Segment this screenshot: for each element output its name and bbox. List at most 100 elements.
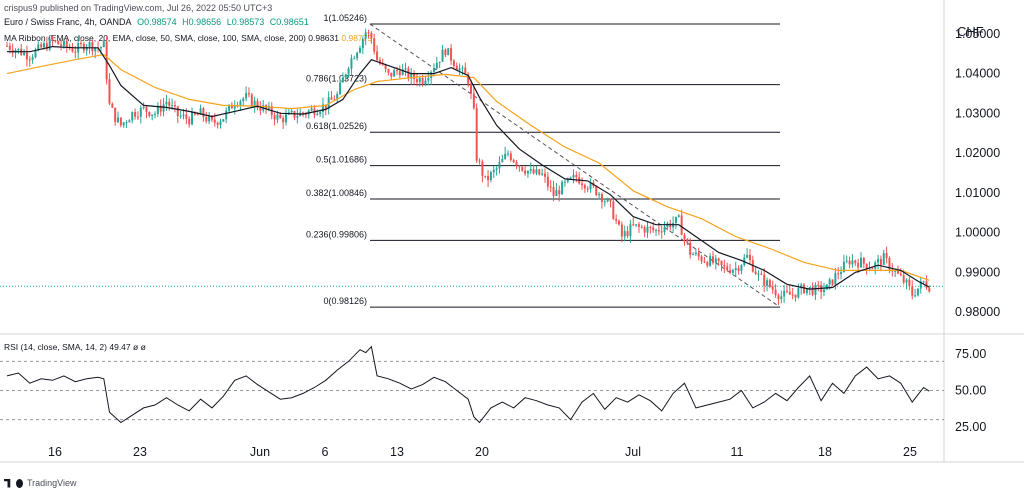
candle-body — [535, 169, 538, 174]
candle-body — [245, 93, 248, 99]
candle-body — [296, 116, 299, 118]
candle-body — [319, 111, 322, 114]
candle-body — [620, 224, 623, 237]
candle-body — [219, 121, 222, 125]
candle-body — [862, 257, 865, 264]
candle-body — [387, 69, 390, 73]
candle-body — [60, 44, 63, 46]
candle-body — [692, 254, 695, 256]
candle-body — [504, 153, 507, 159]
candle-body — [709, 256, 712, 266]
price-tick-label: 0.98000 — [955, 305, 1000, 319]
candle-body — [461, 67, 464, 69]
candle-body — [139, 107, 142, 117]
candle-body — [168, 101, 171, 106]
rsi-legend[interactable]: RSI (14, close, SMA, 14, 2) 49.47 ø ø — [4, 342, 146, 352]
candle-body — [125, 122, 128, 124]
candle-body — [65, 40, 68, 47]
candle-body — [154, 114, 157, 116]
candle-body — [834, 273, 837, 285]
footer-brand[interactable]: TradingView — [27, 478, 77, 488]
candle-body — [34, 49, 37, 58]
candle-body — [774, 289, 777, 296]
candle-body — [378, 60, 381, 64]
candle-body — [321, 104, 324, 112]
candle-body — [156, 105, 159, 115]
candle-body — [894, 270, 897, 272]
candle-body — [612, 201, 615, 220]
time-tick-label: 20 — [475, 445, 489, 459]
candle-body — [395, 70, 398, 72]
candle-body — [284, 114, 287, 123]
footer: TradingView — [4, 478, 77, 488]
price-tick-label: 1.05000 — [955, 27, 1000, 41]
candle-body — [48, 39, 51, 50]
candle-body — [467, 74, 470, 84]
candle-body — [489, 172, 492, 181]
candle-body — [700, 256, 703, 262]
candle-body — [279, 114, 282, 119]
candle-body — [45, 43, 48, 50]
candle-body — [62, 40, 65, 46]
candle-body — [583, 185, 586, 189]
candle-body — [54, 40, 57, 42]
candle-body — [512, 159, 515, 162]
candle-body — [316, 113, 319, 115]
candle-body — [737, 268, 740, 271]
candle-body — [40, 44, 43, 48]
candle-body — [623, 231, 626, 237]
candle-body — [572, 175, 575, 178]
fib-level-label: 0.5(1.01686) — [316, 155, 367, 165]
price-tick-label: 1.01000 — [955, 186, 1000, 200]
tradingview-logo-dot-icon — [16, 478, 23, 488]
symbol-name[interactable]: Euro / Swiss Franc, 4h, OANDA — [4, 17, 132, 27]
candle-body — [885, 253, 888, 258]
candle-body — [851, 260, 854, 265]
candle-body — [74, 51, 77, 53]
candle-body — [173, 105, 176, 107]
candle-body — [193, 112, 196, 115]
ma-ribbon-legend[interactable]: MA Ribbon (EMA, close, 20, EMA, close, 5… — [4, 33, 372, 43]
candle-body — [544, 173, 547, 177]
candle-body — [450, 48, 453, 61]
candle-body — [911, 286, 914, 296]
rsi-line — [6, 345, 930, 424]
candle-body — [871, 268, 874, 270]
candle-body — [196, 114, 199, 116]
candle-body — [185, 114, 188, 119]
candle-body — [210, 116, 213, 120]
candle-body — [868, 268, 871, 270]
rsi-tick-label: 25.00 — [955, 420, 986, 434]
candle-body — [538, 169, 541, 175]
candle-body — [421, 78, 424, 85]
candle-body — [541, 173, 544, 175]
candle-body — [452, 60, 455, 66]
candle-body — [71, 48, 74, 52]
candle-body — [785, 290, 788, 292]
candle-body — [603, 201, 606, 203]
candle-body — [356, 52, 359, 59]
candle-body — [905, 279, 908, 283]
candle-body — [341, 77, 344, 83]
candle-body — [814, 284, 817, 295]
candle-body — [643, 227, 646, 233]
candle-body — [729, 270, 732, 273]
candle-body — [57, 41, 60, 45]
candle-body — [424, 80, 427, 85]
candle-body — [734, 268, 737, 271]
candle-body — [205, 117, 208, 122]
candle-body — [680, 215, 683, 236]
candle-body — [413, 73, 416, 80]
candle-body — [501, 158, 504, 163]
candle-body — [546, 176, 549, 187]
candle-body — [390, 72, 393, 77]
candle-body — [922, 281, 925, 283]
candle-body — [714, 258, 717, 263]
time-tick-label: 23 — [133, 445, 147, 459]
time-tick-label: 13 — [390, 445, 404, 459]
candle-body — [247, 93, 250, 95]
candle-body — [213, 119, 216, 123]
candle-body — [282, 118, 285, 123]
candle-body — [290, 111, 293, 113]
